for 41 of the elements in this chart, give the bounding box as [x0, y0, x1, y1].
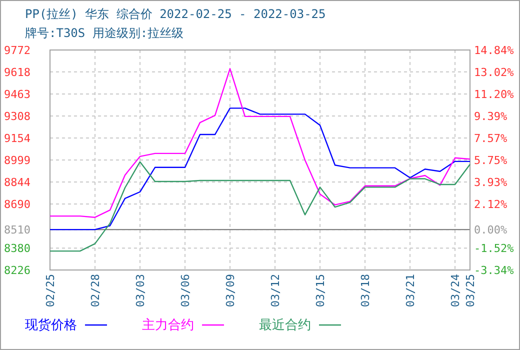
chart-title: PP(拉丝) 华东 综合价 2022-02-25 - 2022-03-25: [25, 7, 326, 21]
y-tick-label: 9463: [4, 88, 30, 101]
x-tick-label: 03/03: [134, 274, 147, 308]
y2-tick-label: 7.57%: [474, 132, 508, 145]
x-tick-label: 03/12: [269, 274, 282, 308]
y-tick-label: 8690: [4, 198, 30, 211]
legend-label: 最近合约: [259, 318, 311, 333]
x-tick-label: 03/15: [314, 274, 327, 308]
y2-tick-label: 13.02%: [474, 66, 514, 80]
y2-tick-label: 14.84%: [474, 44, 514, 57]
chart-subtitle: 牌号:T30S 用途级别:拉丝级: [25, 26, 184, 40]
y-tick-label: 9772: [4, 44, 30, 57]
y2-tick-label: 9.39%: [474, 110, 508, 123]
y2-tick-label: 2.12%: [474, 198, 508, 211]
y2-tick-label: 5.75%: [474, 154, 508, 167]
x-tick-label: 02/28: [89, 274, 102, 308]
legend-label: 现货价格: [25, 318, 77, 333]
legend-label: 主力合约: [142, 317, 194, 333]
line-series: [49, 108, 471, 230]
x-tick-label: 03/25: [464, 274, 477, 308]
y2-tick-label: -3.34%: [474, 264, 514, 277]
y-tick-label: 8380: [4, 242, 30, 256]
x-tick-label: 03/18: [359, 274, 372, 308]
y-tick-label: 8510: [4, 224, 30, 237]
y2-tick-label: 0.00%: [474, 224, 508, 237]
x-tick-label: 03/06: [179, 274, 192, 308]
line-series: [49, 68, 471, 218]
y2-tick-label: -1.52%: [474, 242, 514, 255]
x-tick-label: 03/21: [404, 274, 417, 308]
x-tick-label: 03/09: [224, 274, 237, 308]
x-tick-label: 02/25: [44, 274, 57, 308]
y-tick-label: 8999: [4, 154, 30, 167]
y-tick-label: 8844: [4, 176, 31, 190]
y-tick-label: 9308: [4, 110, 30, 124]
y-tick-label: 9618: [4, 66, 30, 79]
y-tick-label: 8226: [4, 264, 30, 277]
y-tick-label: 9154: [4, 132, 31, 145]
line-series: [49, 161, 471, 252]
x-tick-label: 03/24: [449, 274, 462, 308]
y2-tick-label: 3.93%: [474, 176, 508, 190]
y2-tick-label: 11.20%: [474, 88, 514, 102]
